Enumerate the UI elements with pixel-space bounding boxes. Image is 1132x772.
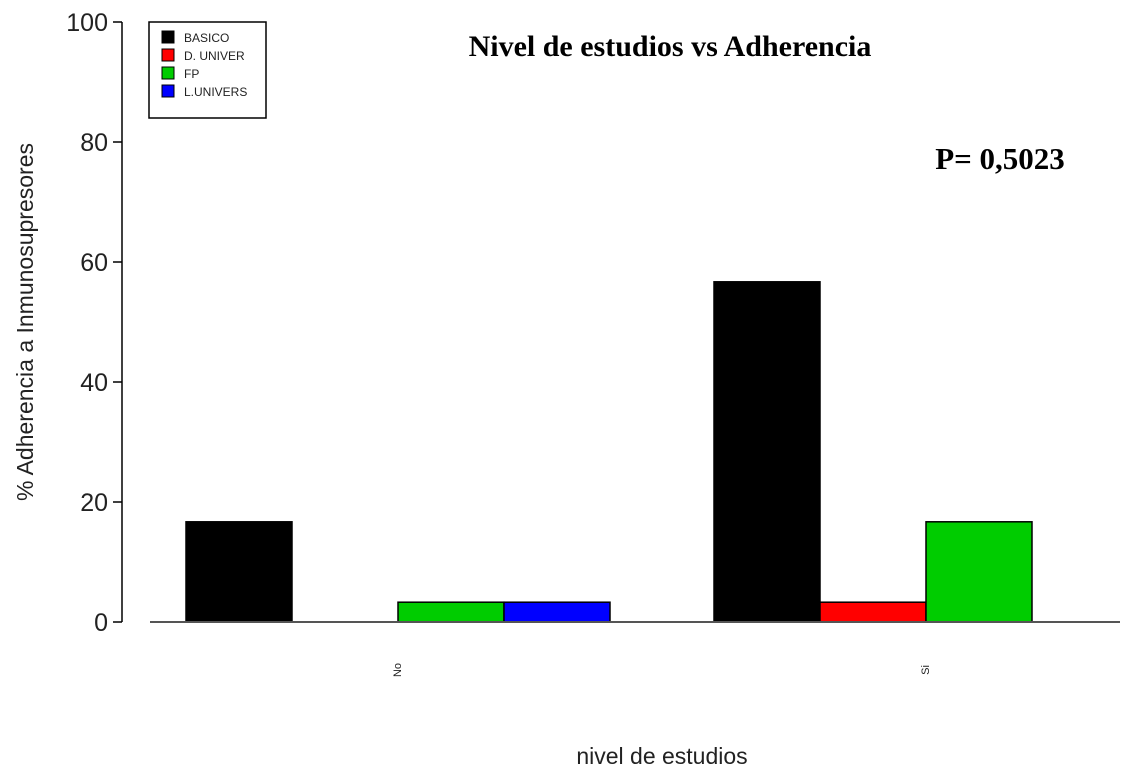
x-tick-label: Si: [920, 665, 932, 675]
bar-basico-si: [713, 281, 821, 623]
y-axis: 0 20 40 60 80 100: [66, 9, 123, 637]
y-axis-label: % Adherencia a Inmunosupresores: [12, 143, 38, 501]
y-tick-label: 60: [80, 249, 108, 277]
legend-swatch: [161, 48, 175, 62]
legend-swatch: [161, 84, 175, 98]
y-tick-label: 40: [80, 369, 108, 397]
legend-swatch: [161, 66, 175, 80]
bar-fp-si: [925, 521, 1033, 623]
x-axis-label: nivel de estudios: [576, 743, 747, 769]
legend-label: BASICO: [184, 31, 229, 45]
x-tick-labels: No Si: [392, 663, 932, 677]
bar-l-univers-no: [503, 601, 611, 623]
y-tick-label: 0: [94, 609, 108, 637]
bar-d-univer-si: [819, 601, 927, 623]
bar-fp-no: [397, 601, 505, 623]
y-tick-label: 20: [80, 489, 108, 517]
legend-label: D. UNIVER: [184, 49, 245, 63]
legend-label: FP: [184, 67, 199, 81]
legend-swatch: [161, 30, 175, 44]
y-tick-label: 80: [80, 129, 108, 157]
bar-basico-no: [185, 521, 293, 623]
legend-label: L.UNIVERS: [184, 85, 247, 99]
y-tick-label: 100: [66, 9, 108, 37]
bars-group: [185, 281, 1033, 623]
x-tick-label: No: [392, 663, 404, 677]
p-value-annotation: P= 0,5023: [935, 141, 1065, 176]
chart-title: Nivel de estudios vs Adherencia: [469, 30, 872, 63]
legend: BASICO D. UNIVER FP L.UNIVERS: [148, 21, 267, 119]
